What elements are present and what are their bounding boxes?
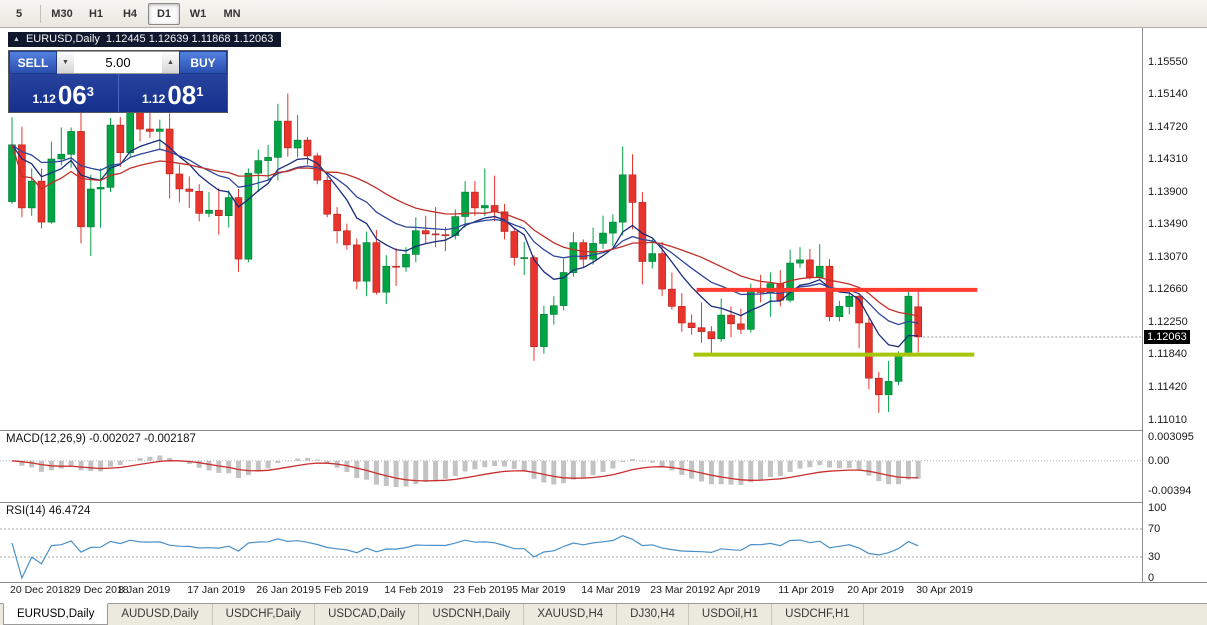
price-axis-label: 1.12660 <box>1148 283 1188 296</box>
volume-increase-button[interactable]: ▲ <box>162 51 179 74</box>
date-axis-label: 23 Feb 2019 <box>453 584 513 596</box>
macd-label: MACD(12,26,9) -0.002027 -0.002187 <box>6 433 196 445</box>
chart-title-symbol: EURUSD,Daily <box>25 33 100 45</box>
sell-price-pip: 3 <box>86 84 94 99</box>
rsi-axis-label: 0 <box>1148 572 1155 584</box>
rsi-axis-label: 30 <box>1148 551 1161 563</box>
chart-title: ▲ EURUSD,Daily 1.12445 1.12639 1.11868 1… <box>8 32 282 47</box>
one-click-trading-panel: SELL ▼ 5.00 ▲ BUY 1.12 06 3 1.12 08 1 <box>8 50 228 113</box>
chart-tab-usdcnh-daily[interactable]: USDCNH,Daily <box>419 604 525 625</box>
chart-tab-eurusd-daily[interactable]: EURUSD,Daily <box>3 603 109 625</box>
price-axis-label: 1.14310 <box>1148 153 1188 166</box>
price-axis-label: 1.11840 <box>1148 348 1187 361</box>
date-axis-label: 20 Dec 2018 <box>10 584 70 596</box>
sell-button[interactable]: SELL <box>9 51 57 74</box>
toolbar-separator <box>40 4 41 23</box>
date-axis-label: 17 Jan 2019 <box>187 584 246 596</box>
candlestick-chart[interactable] <box>0 28 1142 430</box>
timeframe-button-5[interactable]: 5 <box>15 7 23 20</box>
price-axis-label: 1.12250 <box>1148 315 1188 328</box>
price-axis-label: 1.13490 <box>1148 217 1188 230</box>
rsi-axis-label: 70 <box>1148 523 1161 535</box>
chart-tab-usdchf-daily[interactable]: USDCHF,Daily <box>213 604 316 625</box>
chart-window: 1.15550 1.15140 1.14720 1.14310 1.13900 1.134… <box>0 28 1207 603</box>
macd-axis-label: 0.003095 <box>1148 431 1194 443</box>
rsi-label: RSI(14) 46.4724 <box>6 505 91 517</box>
sell-price-display[interactable]: 1.12 06 3 <box>9 74 119 112</box>
date-axis-label: 14 Feb 2019 <box>384 584 444 596</box>
buy-price-digits: 08 <box>167 80 197 110</box>
chart-tab-xauusd-h4[interactable]: XAUUSD,H4 <box>524 604 618 625</box>
macd-axis-label: -0.00394 <box>1148 485 1192 497</box>
rsi-indicator-chart[interactable] <box>0 502 1142 582</box>
date-axis-label: 5 Mar 2019 <box>512 584 566 596</box>
chart-tab-dj30-h4[interactable]: DJ30,H4 <box>617 604 689 625</box>
sell-price-digits: 06 <box>57 80 87 110</box>
timeframe-button-h4[interactable]: H4 <box>122 7 138 20</box>
date-axis-label: 26 Jan 2019 <box>256 584 315 596</box>
price-axis-label: 1.11010 <box>1148 413 1187 426</box>
macd-axis-label: 0.00 <box>1148 454 1170 467</box>
volume-decrease-button[interactable]: ▼ <box>57 51 74 74</box>
rsi-axis-label: 100 <box>1148 502 1167 514</box>
date-axis-label: 5 Feb 2019 <box>315 584 369 596</box>
timeframe-toolbar: 5 M30 H1 H4 D1 W1 MN <box>0 0 1207 28</box>
chart-tab-usdchf-h1[interactable]: USDCHF,H1 <box>772 604 864 625</box>
timeframe-button-mn[interactable]: MN <box>223 7 241 20</box>
date-axis-label: 29 Dec 2018 <box>69 584 129 596</box>
pane-separator[interactable] <box>0 430 1207 431</box>
chart-title-ohlc: 1.12445 1.12639 1.11868 1.12063 <box>105 33 274 45</box>
buy-price-prefix: 1.12 <box>141 92 166 106</box>
buy-price-pip: 1 <box>196 84 204 99</box>
chart-tabs-bar: EURUSD,Daily AUDUSD,Daily USDCHF,Daily USDC… <box>0 603 1207 625</box>
date-axis-label: 11 Apr 2019 <box>778 584 835 596</box>
pane-separator[interactable] <box>0 502 1207 503</box>
date-axis-label: 20 Apr 2019 <box>847 584 904 596</box>
pane-separator <box>0 582 1207 583</box>
volume-input[interactable]: 5.00 <box>74 51 162 74</box>
current-price-label: 1.12063 <box>1144 330 1190 344</box>
buy-button[interactable]: BUY <box>179 51 227 74</box>
buy-price-display[interactable]: 1.12 08 1 <box>118 74 227 112</box>
timeframe-buttons: 5 M30 H1 H4 D1 W1 MN <box>2 2 249 25</box>
price-axis-label: 1.14720 <box>1148 120 1188 133</box>
macd-indicator-chart[interactable] <box>0 430 1142 502</box>
timeframe-button-m30[interactable]: M30 <box>51 7 73 20</box>
timeframe-button-h1[interactable]: H1 <box>88 7 104 20</box>
sell-price-prefix: 1.12 <box>32 92 56 106</box>
up-triangle-icon: ▲ <box>13 36 20 43</box>
price-axis-label: 1.13070 <box>1148 251 1188 264</box>
chart-tab-audusd-daily[interactable]: AUDUSD,Daily <box>108 604 213 625</box>
date-axis-label: 2 Apr 2019 <box>709 584 761 596</box>
chart-tab-usdoil-h1[interactable]: USDOil,H1 <box>689 604 773 625</box>
price-axis-label: 1.11420 <box>1148 381 1187 394</box>
date-axis-label: 14 Mar 2019 <box>581 584 641 596</box>
chart-tab-usdcad-daily[interactable]: USDCAD,Daily <box>315 604 420 625</box>
timeframe-button-w1[interactable]: W1 <box>189 7 207 20</box>
date-axis-label: 8 Jan 2019 <box>118 584 171 596</box>
timeframe-button-d1[interactable]: D1 <box>148 2 180 25</box>
date-axis-label: 23 Mar 2019 <box>650 584 710 596</box>
price-axis-label: 1.15140 <box>1148 87 1188 100</box>
price-axis-label: 1.15550 <box>1148 55 1188 68</box>
price-axis-label: 1.13900 <box>1148 185 1188 198</box>
date-axis-label: 30 Apr 2019 <box>916 584 973 596</box>
price-axis[interactable]: 1.15550 1.15140 1.14720 1.14310 1.13900 1.134… <box>1142 28 1207 584</box>
